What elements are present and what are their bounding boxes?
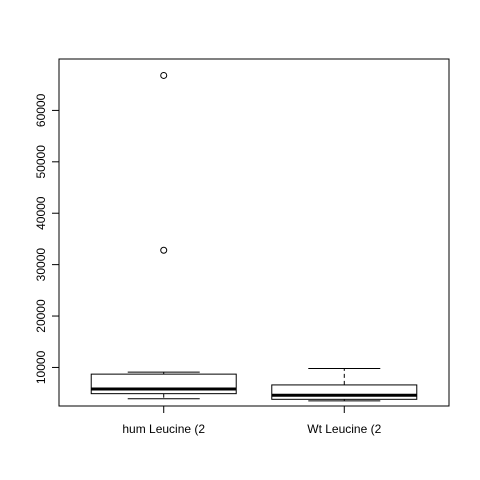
y-tick-label: 40000 [34,196,48,230]
interquartile-box [271,384,418,400]
box-group [90,71,237,400]
plot-frame [58,58,450,407]
x-tick-label: hum Leucine (2 [122,422,205,436]
y-tick-label: 50000 [34,145,48,179]
interquartile-box [90,373,237,395]
y-tick-label: 20000 [34,299,48,333]
outlier-point [160,246,168,254]
box-group [271,367,418,402]
y-tick-label: 60000 [34,93,48,127]
x-axis-labels: hum Leucine (2 Wt Leucine (2 [122,406,382,436]
outlier-point [160,71,168,79]
y-tick-label: 30000 [34,248,48,282]
y-tick-label: 10000 [34,350,48,384]
box-series [90,71,418,402]
x-tick-label: Wt Leucine (2 [307,422,381,436]
y-axis: 10000 20000 30000 40000 50000 60000 [34,93,60,384]
